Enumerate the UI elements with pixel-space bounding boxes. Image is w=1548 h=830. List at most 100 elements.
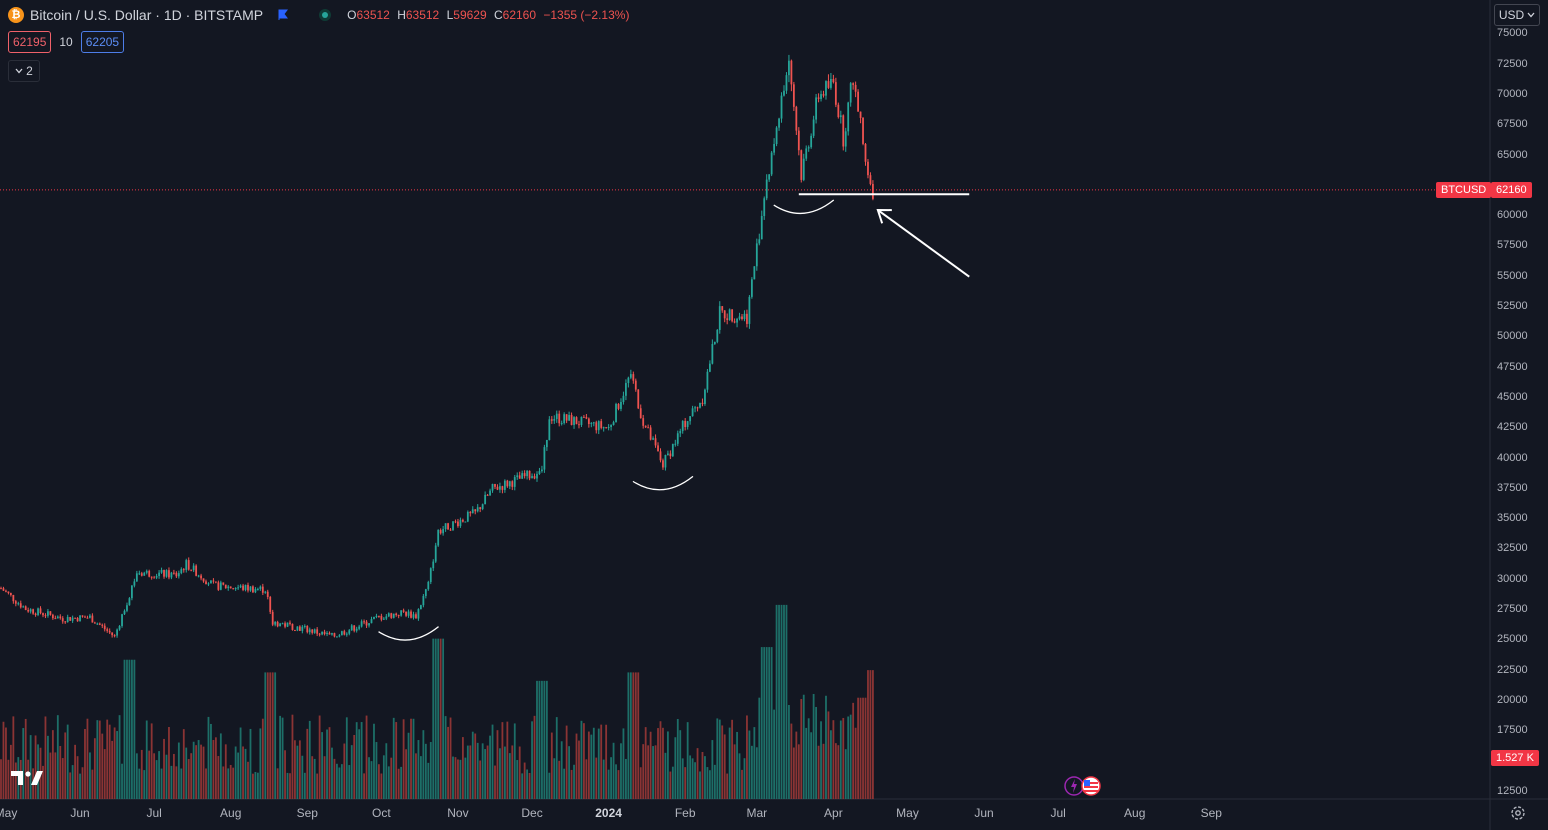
candle-body bbox=[410, 611, 412, 618]
candle-body bbox=[417, 609, 420, 619]
candle-body bbox=[106, 629, 109, 631]
volume-bar bbox=[323, 756, 326, 799]
events-icon[interactable] bbox=[1064, 775, 1104, 797]
tradingview-logo[interactable] bbox=[10, 768, 44, 788]
volume-bar bbox=[523, 762, 526, 799]
sell-button[interactable]: 62195 bbox=[8, 31, 52, 53]
volume-bar bbox=[160, 768, 163, 799]
candle-body bbox=[476, 507, 479, 512]
volume-bar bbox=[681, 758, 684, 799]
candle-body bbox=[84, 616, 86, 618]
candle-body bbox=[294, 629, 296, 631]
flag-icon[interactable] bbox=[277, 9, 289, 21]
volume-bar bbox=[365, 715, 368, 799]
candle-body bbox=[795, 106, 798, 131]
candle-body bbox=[173, 572, 175, 574]
gear-icon[interactable] bbox=[1509, 804, 1527, 822]
candle-body bbox=[71, 617, 74, 621]
candle-body bbox=[298, 626, 301, 631]
candle-body bbox=[842, 115, 845, 147]
indicators-toggle-button[interactable]: 2 bbox=[8, 60, 40, 82]
candle-body bbox=[550, 419, 553, 421]
arc-drawing[interactable] bbox=[632, 475, 694, 491]
volume-bar bbox=[662, 727, 664, 799]
volume-bar bbox=[595, 757, 598, 799]
volume-bar bbox=[768, 647, 771, 799]
candle-body bbox=[501, 486, 504, 490]
chevron-down-icon bbox=[1527, 12, 1535, 18]
candle-body bbox=[667, 453, 669, 455]
candle-body bbox=[817, 97, 820, 99]
candle-body bbox=[108, 630, 111, 633]
volume-bar bbox=[679, 730, 682, 799]
arc-drawing[interactable] bbox=[378, 626, 439, 641]
volume-bar bbox=[415, 753, 417, 799]
candle-body bbox=[763, 198, 766, 217]
candle-body bbox=[296, 626, 299, 631]
volume-bar bbox=[195, 745, 198, 799]
candle-body bbox=[499, 486, 501, 490]
volume-bar bbox=[185, 747, 188, 799]
candle-body bbox=[205, 581, 207, 585]
candle-body bbox=[234, 588, 237, 590]
volume-bar bbox=[66, 724, 69, 799]
candle-body bbox=[731, 309, 734, 322]
symbol-title[interactable]: Bitcoin / U.S. Dollar · 1D · BITSTAMP bbox=[30, 7, 264, 23]
candle-body bbox=[590, 423, 593, 425]
time-tick-label: Aug bbox=[1124, 806, 1146, 820]
market-open-icon[interactable] bbox=[319, 9, 332, 21]
symbol-legend[interactable]: ₿ Bitcoin / U.S. Dollar · 1D · BITSTAMP … bbox=[8, 5, 633, 25]
volume-bar bbox=[138, 768, 141, 799]
volume-bar bbox=[708, 770, 711, 799]
candle-body bbox=[442, 529, 445, 534]
volume-bar bbox=[649, 731, 652, 799]
candle-body bbox=[407, 611, 410, 616]
user-drawings[interactable] bbox=[378, 193, 970, 641]
candle-body bbox=[837, 104, 840, 118]
candle-body bbox=[54, 618, 57, 620]
volume-bar bbox=[731, 719, 734, 799]
volume-bar bbox=[84, 728, 86, 799]
volume-bar bbox=[657, 728, 659, 799]
candle-body bbox=[331, 633, 333, 635]
candle-body bbox=[533, 476, 536, 479]
candle-body bbox=[716, 329, 719, 342]
currency-dropdown[interactable]: USD bbox=[1494, 4, 1540, 26]
volume-bar bbox=[758, 697, 761, 799]
candle-body bbox=[773, 143, 776, 153]
volume-bar bbox=[733, 744, 736, 799]
candle-body bbox=[79, 615, 81, 622]
candle-body bbox=[753, 266, 756, 280]
arrow-drawing[interactable] bbox=[877, 209, 970, 278]
candle-body bbox=[526, 470, 529, 477]
candle-body bbox=[521, 473, 524, 479]
volume-bar bbox=[308, 720, 311, 799]
candle-body bbox=[807, 147, 810, 149]
volume-bar bbox=[459, 759, 462, 799]
candle-body bbox=[657, 445, 659, 452]
candle-body bbox=[780, 95, 783, 119]
candle-body bbox=[192, 565, 195, 571]
arc-drawing[interactable] bbox=[773, 199, 835, 215]
candle-body bbox=[689, 416, 692, 422]
time-tick-label: Sep bbox=[1200, 806, 1222, 820]
volume-bar bbox=[676, 719, 679, 799]
candle-body bbox=[59, 616, 62, 619]
buy-button[interactable]: 62205 bbox=[80, 31, 125, 53]
volume-bar bbox=[279, 715, 282, 799]
candle-body bbox=[343, 631, 346, 635]
candle-body bbox=[479, 507, 482, 510]
candle-body bbox=[822, 94, 825, 96]
volume-bar bbox=[98, 720, 101, 799]
arrow-head bbox=[876, 209, 892, 224]
candle-body bbox=[118, 625, 121, 630]
volume-bar bbox=[59, 745, 62, 799]
volume-bar bbox=[797, 744, 800, 799]
candle-body bbox=[511, 481, 514, 487]
time-tick-label: Jul bbox=[1050, 806, 1066, 820]
volume-bar bbox=[773, 709, 776, 799]
volume-bar bbox=[158, 751, 160, 799]
volume-bar bbox=[148, 750, 151, 799]
volume-bar bbox=[600, 724, 603, 799]
